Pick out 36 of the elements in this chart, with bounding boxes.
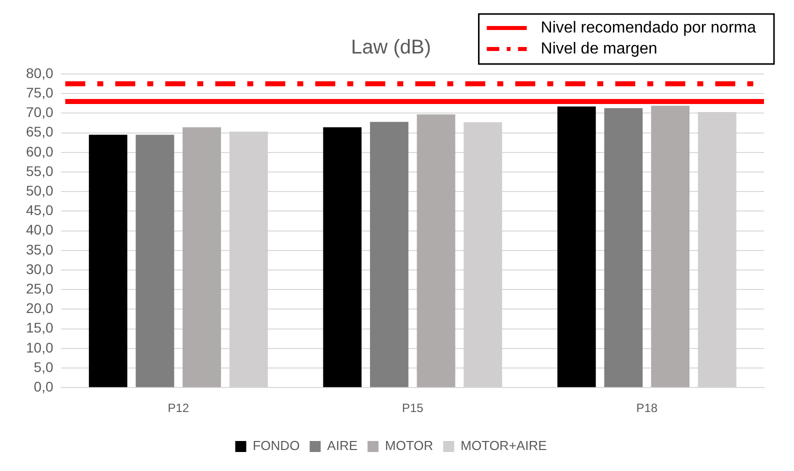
y-tick-label: 30,0 [26,260,54,277]
y-tick-label: 10,0 [26,339,54,356]
y-tick-label: 25,0 [26,280,54,296]
y-tick-label: 45,0 [26,202,54,218]
y-tick-label: 80,0 [26,64,54,81]
x-tick-label: P18 [636,401,658,416]
bar [370,122,408,388]
legend-label: MOTOR+AIRE [460,438,548,454]
bar [651,106,690,388]
y-tick-label: 60,0 [26,143,54,160]
legend-label: MOTOR [385,438,434,454]
y-tick-label: 15,0 [26,320,54,336]
bar [604,108,643,388]
x-tick-label: P12 [168,401,190,416]
legend-label: FONDO [252,438,300,454]
legend-label: AIRE [327,438,358,454]
bar [416,114,456,388]
y-tick-label: 55,0 [26,162,54,179]
y-tick-label: 20,0 [26,300,54,316]
y-tick-label: 50,0 [26,182,54,198]
x-tick-label: P15 [402,401,424,416]
bar [557,106,596,388]
y-tick-label: 5,0 [34,358,54,375]
chart-title: Law (dB) [350,36,432,59]
y-tick-label: 40,0 [26,222,54,238]
legend-label: Nivel recomendado por norma [540,19,756,36]
bar [136,134,174,388]
y-tick-label: 65,0 [26,124,54,140]
bar [323,127,362,388]
bar [88,134,128,388]
y-tick-label: 0,0 [34,378,54,394]
y-tick-label: 35,0 [26,241,54,258]
y-tick-label: 70,0 [26,104,54,120]
y-tick-label: 75,0 [26,84,54,100]
bar [182,127,222,388]
legend-label: Nivel de margen [540,40,658,58]
